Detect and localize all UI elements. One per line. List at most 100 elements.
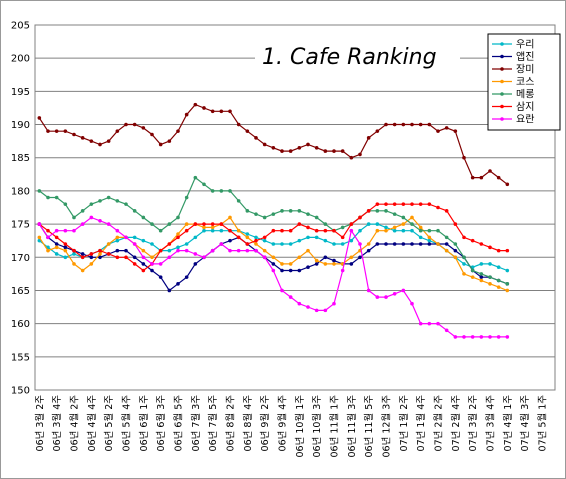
point <box>410 301 414 306</box>
point <box>401 228 406 233</box>
point <box>37 235 42 240</box>
point <box>323 238 328 243</box>
legend-label: 장미 <box>516 64 534 76</box>
point <box>167 288 172 293</box>
point <box>340 268 345 273</box>
point <box>72 132 76 137</box>
point <box>210 225 215 230</box>
legend-label: 코스 <box>516 76 534 88</box>
point <box>280 149 284 153</box>
point <box>115 238 120 243</box>
point <box>184 242 189 246</box>
point <box>349 255 354 260</box>
point <box>106 242 111 246</box>
point <box>453 242 458 246</box>
point <box>158 142 163 147</box>
point <box>176 245 180 250</box>
y-tick-label: 155 <box>11 352 30 363</box>
point <box>314 215 319 220</box>
point <box>401 242 406 246</box>
point <box>340 149 345 153</box>
point <box>401 222 406 226</box>
point <box>89 215 94 220</box>
x-tick-label: 06년 4월 4주 <box>86 395 98 452</box>
point <box>176 129 180 133</box>
point <box>46 235 50 240</box>
point <box>89 202 94 206</box>
x-tick-label: 06년 11월 1주 <box>329 395 341 458</box>
point <box>418 122 423 127</box>
point <box>158 228 163 233</box>
point <box>427 235 432 240</box>
point <box>202 255 206 260</box>
point <box>184 195 189 200</box>
point <box>488 245 492 250</box>
point <box>46 228 50 233</box>
point <box>80 222 85 226</box>
point <box>167 248 172 253</box>
point <box>254 212 258 216</box>
point <box>193 102 198 107</box>
point <box>72 228 76 233</box>
point <box>375 209 380 213</box>
point <box>462 272 466 276</box>
y-tick-label: 205 <box>11 21 30 32</box>
point <box>115 228 120 233</box>
point <box>280 262 284 266</box>
point <box>141 238 146 243</box>
point <box>384 202 388 206</box>
point <box>418 242 423 246</box>
point <box>384 242 388 246</box>
point <box>314 145 319 150</box>
point <box>453 335 458 339</box>
point <box>297 238 302 243</box>
point <box>63 228 68 233</box>
point <box>427 242 432 246</box>
point <box>132 235 137 240</box>
point <box>401 122 406 127</box>
y-tick-label: 160 <box>11 319 30 330</box>
point <box>210 228 215 233</box>
point <box>54 235 59 240</box>
point <box>496 175 501 180</box>
point <box>46 129 50 133</box>
point <box>124 122 128 127</box>
point <box>184 112 189 117</box>
point <box>236 199 241 203</box>
point <box>262 215 267 220</box>
point <box>427 321 432 326</box>
point <box>63 202 68 206</box>
y-tick-label: 195 <box>11 87 30 98</box>
point <box>202 228 206 233</box>
legend-marker <box>500 54 504 59</box>
y-tick-label: 170 <box>11 253 30 264</box>
point <box>63 245 68 250</box>
point <box>176 232 180 236</box>
point <box>375 202 380 206</box>
point <box>306 248 310 253</box>
point <box>54 195 59 200</box>
point <box>271 145 276 150</box>
point <box>332 258 336 263</box>
point <box>280 242 284 246</box>
point <box>384 228 388 233</box>
point <box>158 262 163 266</box>
point <box>141 248 146 253</box>
point <box>340 225 345 230</box>
point <box>80 268 85 273</box>
x-tick-label: 06년 5월 2주 <box>103 395 115 452</box>
point <box>496 248 501 253</box>
point <box>418 235 423 240</box>
point <box>98 255 102 260</box>
x-tick-label: 07년 4월 3주 <box>519 395 531 452</box>
x-tick-label: 06년 10월 1주 <box>294 395 306 458</box>
y-tick-label: 150 <box>11 386 30 397</box>
point <box>280 288 284 293</box>
point <box>124 202 128 206</box>
point <box>410 122 414 127</box>
point <box>236 122 241 127</box>
point <box>384 209 388 213</box>
point <box>470 175 475 180</box>
point <box>89 252 94 256</box>
legend-marker <box>500 92 504 96</box>
